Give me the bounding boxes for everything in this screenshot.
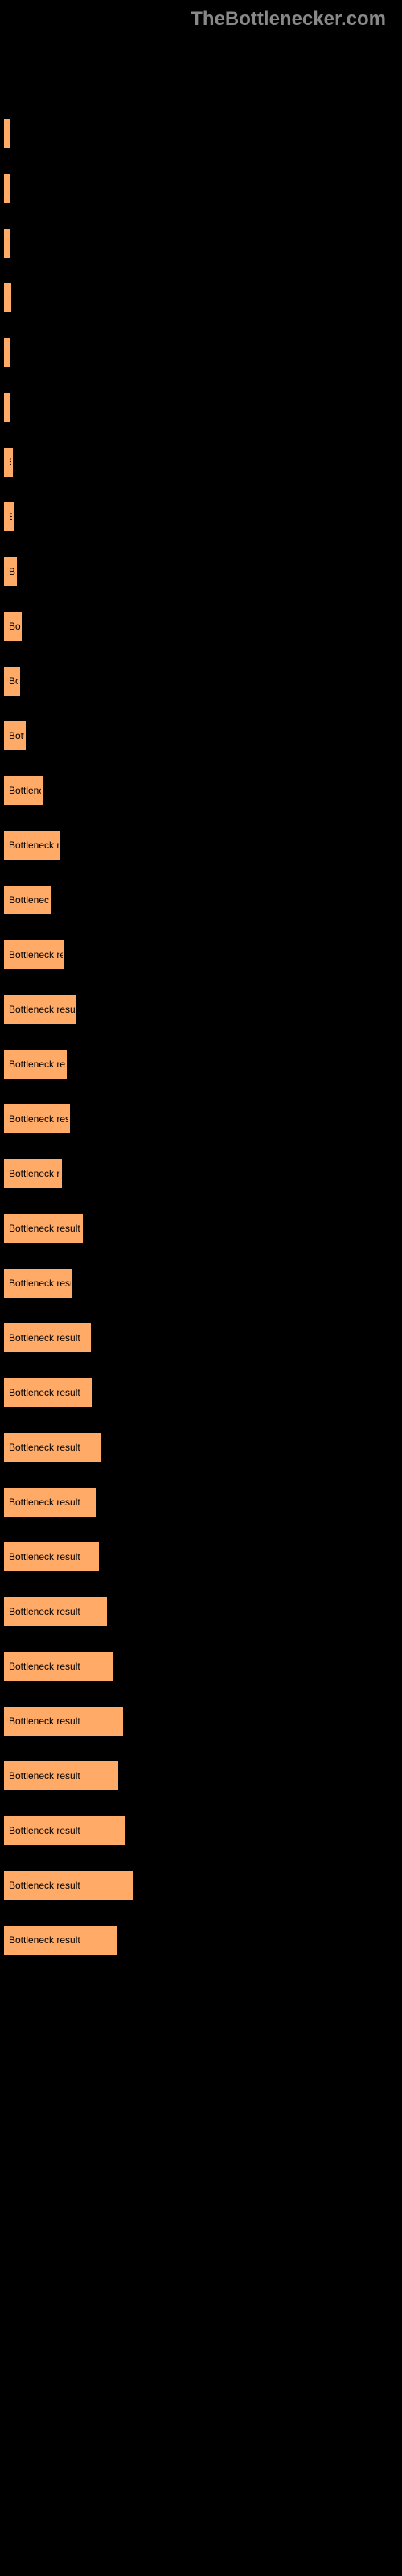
- bar-row: Bottleneck result: [0, 1542, 402, 1571]
- bar-row: Bottleneck result: [0, 1816, 402, 1845]
- bar-row: Bottleneck re: [0, 1159, 402, 1188]
- bar: Bottleneck result: [4, 1761, 118, 1790]
- bar: Bottleneck resu: [4, 1269, 72, 1298]
- bar: Bottleneck result: [4, 1323, 91, 1352]
- bar: B: [4, 338, 10, 367]
- bar: Bottleneck result: [4, 1652, 113, 1681]
- bar: Bottleneck result: [4, 1597, 107, 1626]
- bar: Bottleneck result: [4, 1816, 125, 1845]
- bar-row: Bott: [0, 721, 402, 750]
- bar-row: Bottleneck result: [0, 1707, 402, 1736]
- bar: Bottleneck result: [4, 1433, 100, 1462]
- bar: Bott: [4, 721, 26, 750]
- bar-row: B: [0, 283, 402, 312]
- bar-row: [0, 229, 402, 258]
- bar: Bottleneck result: [4, 1871, 133, 1900]
- bar: B: [4, 393, 10, 422]
- bar-row: Bottleneck result: [0, 1597, 402, 1626]
- bar: Bottleneck: [4, 886, 51, 914]
- bar-row: Bo: [0, 557, 402, 586]
- bar: Bottleneck result: [4, 995, 76, 1024]
- bar: B: [4, 448, 13, 477]
- bar-row: Bottleneck re: [0, 831, 402, 860]
- bar: Bottleneck res: [4, 1050, 67, 1079]
- bar: [4, 174, 10, 203]
- bar: Bot: [4, 612, 22, 641]
- bar: Bottleneck result: [4, 1926, 117, 1955]
- bar: [4, 119, 10, 148]
- bar: [4, 229, 10, 258]
- bar: Bottleneck result: [4, 1488, 96, 1517]
- bar-row: B: [0, 338, 402, 367]
- bar-row: B: [0, 502, 402, 531]
- bar: Bottleneck re: [4, 1159, 62, 1188]
- bar-row: Bottleneck res: [0, 1050, 402, 1079]
- bar-row: Bottlene: [0, 776, 402, 805]
- bar-row: Bottleneck result: [0, 1761, 402, 1790]
- bar: B: [4, 283, 11, 312]
- bar-row: [0, 119, 402, 148]
- bar-row: Bottleneck result: [0, 1871, 402, 1900]
- bar: Bottlene: [4, 776, 43, 805]
- bar-row: Bottleneck res: [0, 940, 402, 969]
- bar-row: Bottleneck resu: [0, 1104, 402, 1133]
- bar-row: Bottleneck result: [0, 1378, 402, 1407]
- bar: Bottleneck result: [4, 1707, 123, 1736]
- bar-row: Bottleneck result: [0, 1488, 402, 1517]
- bar-chart: BBBBBBoBotBoBottBottleneBottleneck reBot…: [0, 39, 402, 1996]
- bar: Bo: [4, 557, 17, 586]
- bar: Bottleneck result: [4, 1378, 92, 1407]
- bar: B: [4, 502, 14, 531]
- bar: Bottleneck res: [4, 940, 64, 969]
- bar-row: Bottleneck result: [0, 1433, 402, 1462]
- bar-row: Bot: [0, 612, 402, 641]
- bar-row: Bo: [0, 667, 402, 696]
- bar: Bo: [4, 667, 20, 696]
- bar-row: Bottleneck result: [0, 1323, 402, 1352]
- bar: Bottleneck resu: [4, 1104, 70, 1133]
- bar: Bottleneck result: [4, 1214, 83, 1243]
- bar-row: Bottleneck result: [0, 995, 402, 1024]
- bar-row: B: [0, 393, 402, 422]
- bar-row: Bottleneck result: [0, 1926, 402, 1955]
- bar-row: Bottleneck resu: [0, 1269, 402, 1298]
- watermark: TheBottlenecker.com: [0, 0, 402, 39]
- bar-row: Bottleneck result: [0, 1652, 402, 1681]
- bar-row: Bottleneck result: [0, 1214, 402, 1243]
- bar: Bottleneck result: [4, 1542, 99, 1571]
- bar-row: [0, 174, 402, 203]
- bar-row: B: [0, 448, 402, 477]
- bar-row: Bottleneck: [0, 886, 402, 914]
- bar: Bottleneck re: [4, 831, 60, 860]
